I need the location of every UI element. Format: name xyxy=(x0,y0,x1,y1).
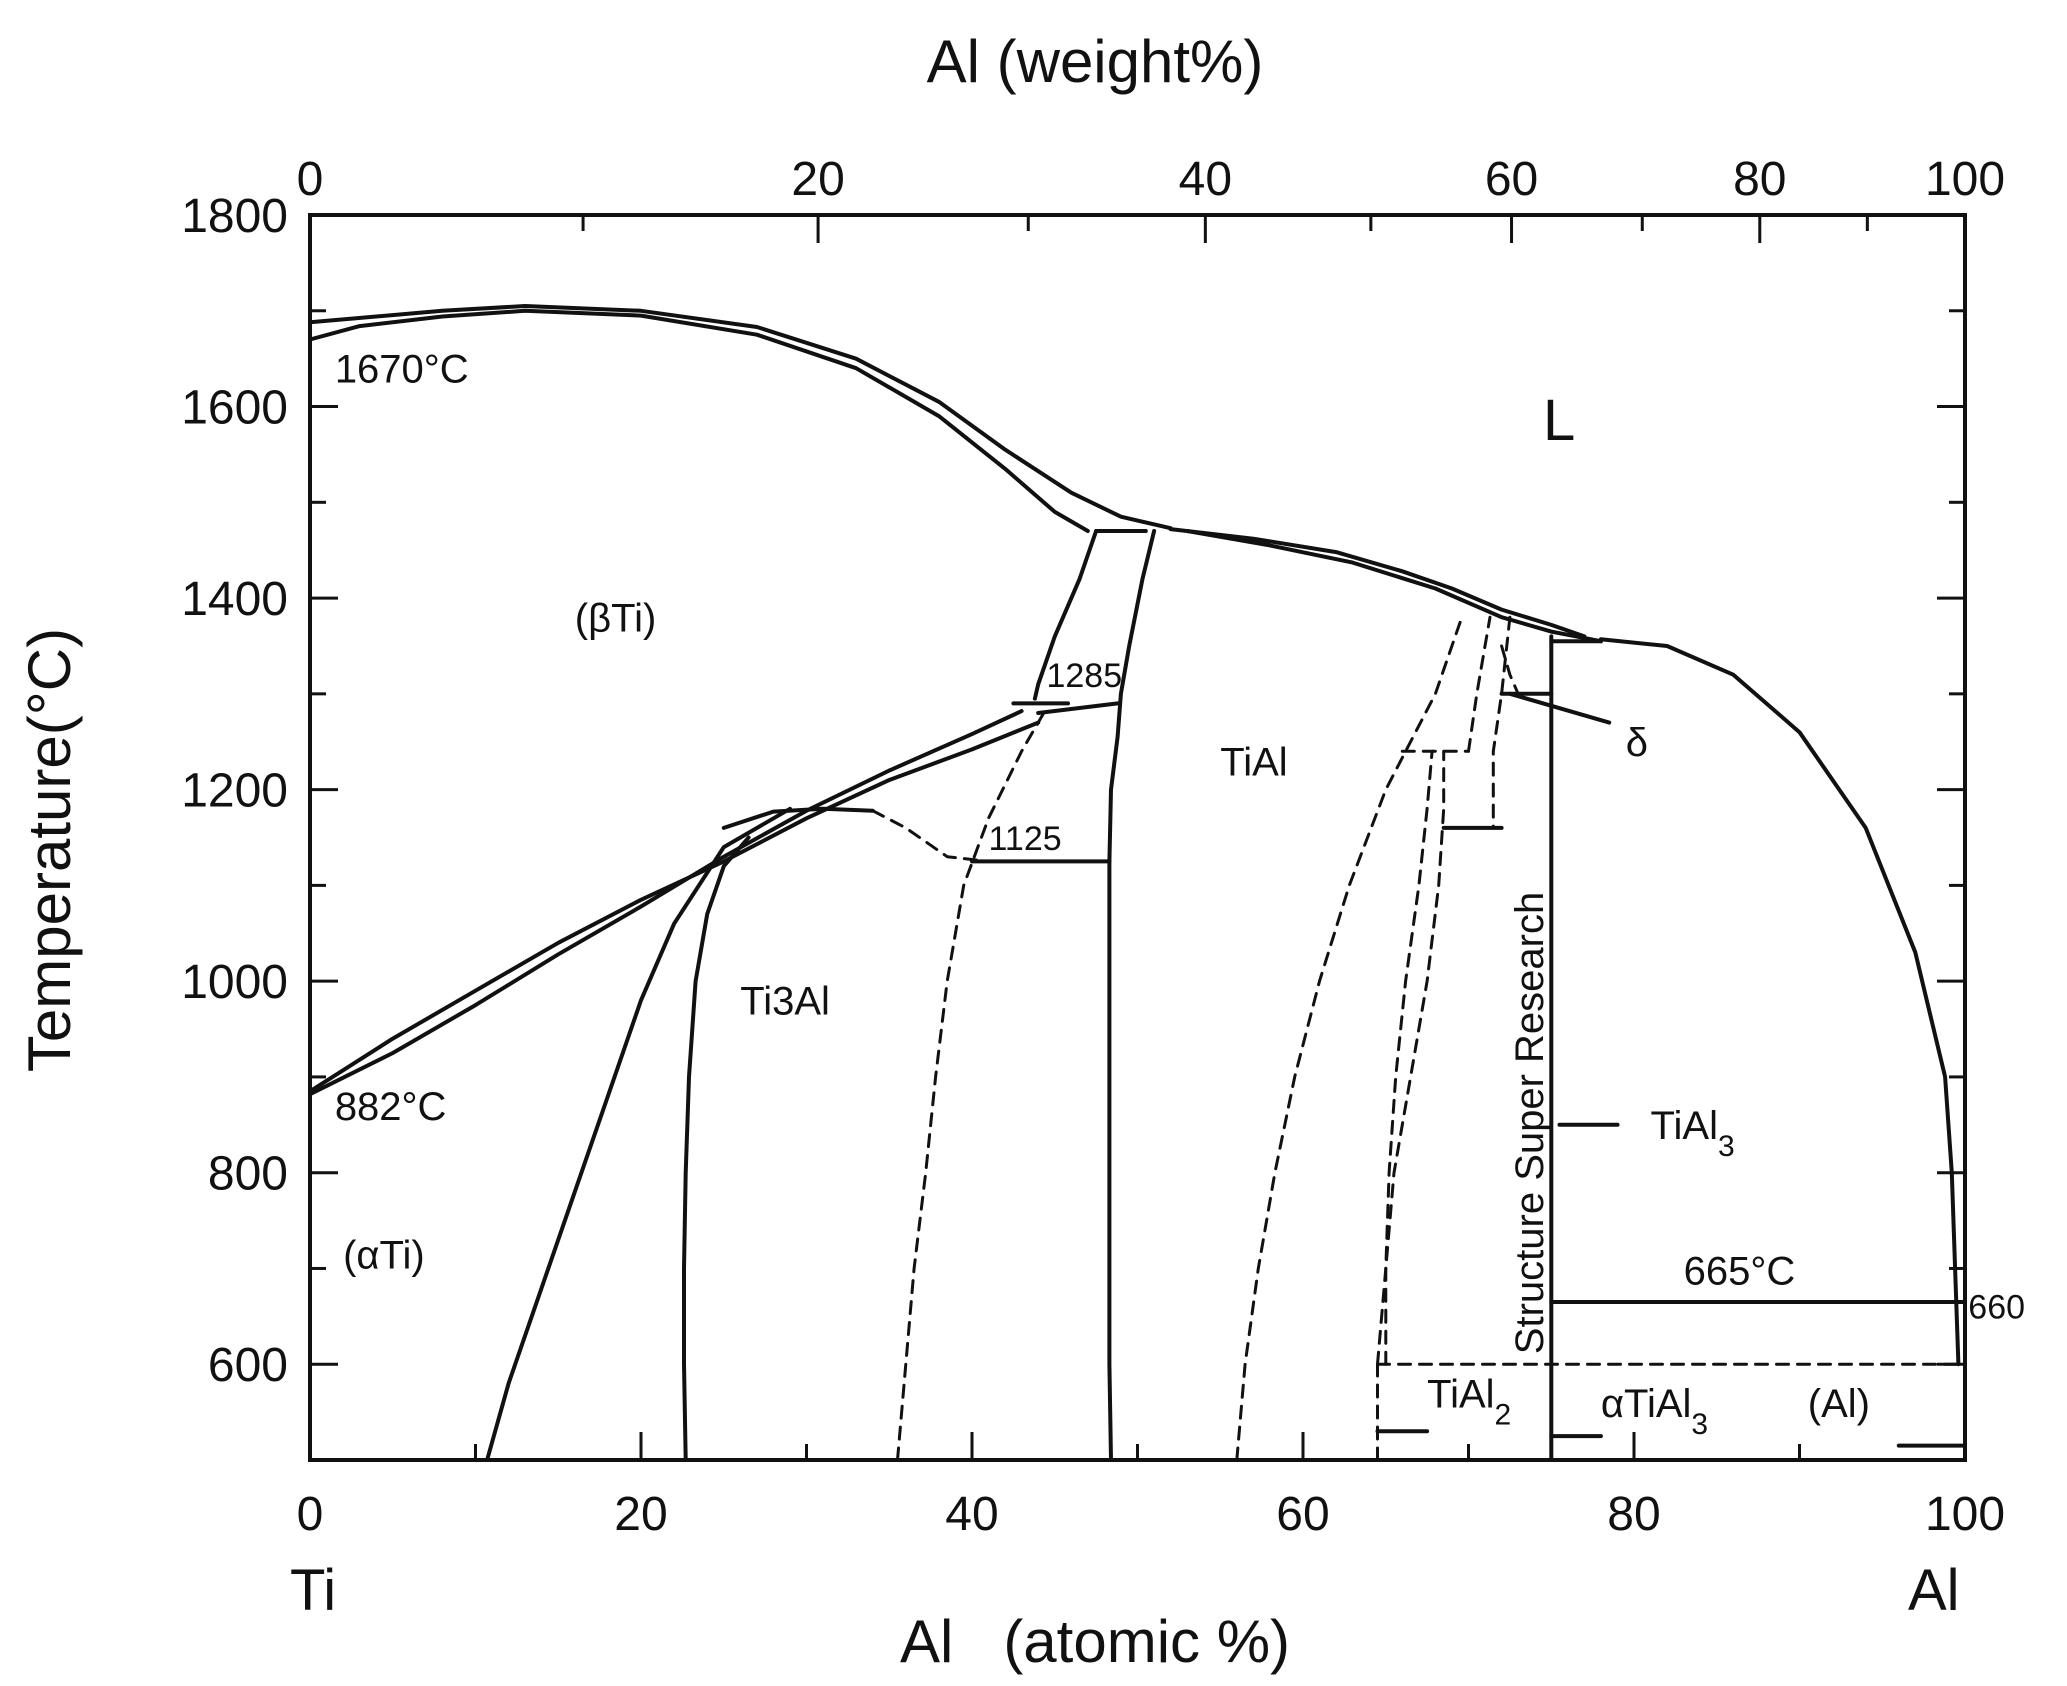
annotation-label: αTiAl3 xyxy=(1601,1382,1708,1441)
left-element-label: Ti xyxy=(290,1558,336,1623)
phase-annotations: 1670°C L (βTi) 1285 TiAl δ 1125 Ti3Al 882°C TiAl3… xyxy=(335,348,2025,1441)
x-tick-label: 20 xyxy=(614,1488,667,1541)
phase-boundary-4 xyxy=(1185,529,1603,644)
annotation-label: 882°C xyxy=(335,1085,447,1129)
y-tick-label: 1800 xyxy=(181,190,288,243)
annotation-label: TiAl3 xyxy=(1651,1104,1735,1163)
annotation-label: 665°C xyxy=(1684,1250,1796,1294)
phase-boundary-12 xyxy=(1036,701,1120,715)
phase-boundary-22 xyxy=(1376,749,1446,1366)
phase-boundary-1 xyxy=(308,308,1090,533)
phase-boundary-18 xyxy=(871,809,990,863)
phase-boundary-8 xyxy=(1107,529,1157,864)
phase-boundaries xyxy=(308,304,1967,1462)
annotation-label: L xyxy=(1543,388,1575,453)
annotation-label: Ti3Al xyxy=(740,980,830,1024)
phase-boundary-25 xyxy=(1491,615,1512,830)
y-tick-label: 1400 xyxy=(181,573,288,626)
phase-boundary-16 xyxy=(485,806,792,1462)
y-tick-label: 600 xyxy=(208,1339,288,1392)
phase-boundary-2 xyxy=(308,304,1173,531)
annotation-label: 1670°C xyxy=(335,348,469,392)
phase-boundary-17 xyxy=(682,835,751,1462)
annotation-label: δ xyxy=(1626,721,1648,765)
annotation-label: (βTi) xyxy=(575,597,656,641)
y-tick-label: 1200 xyxy=(181,765,288,818)
x2-tick-label: 100 xyxy=(1925,153,2005,206)
y-tick-label: 800 xyxy=(208,1148,288,1201)
x-tick-label: 60 xyxy=(1276,1488,1329,1541)
x2-tick-label: 20 xyxy=(791,153,844,206)
phase-boundary-38 xyxy=(1507,691,1612,725)
annotation-label: (Al) xyxy=(1808,1382,1870,1426)
x2-tick-label: 0 xyxy=(297,153,324,206)
x2-tick-label: 40 xyxy=(1179,153,1232,206)
phase-boundary-7 xyxy=(1032,529,1099,701)
phase-boundary-5 xyxy=(1168,527,1587,639)
phase-boundary-27 xyxy=(1500,644,1520,696)
top-axis-title: Al (weight%) xyxy=(927,28,1264,95)
phase-boundary-11 xyxy=(308,709,1024,1097)
phase-boundary-20 xyxy=(1235,620,1462,1462)
annotation-label: 660 xyxy=(1968,1288,2025,1326)
phase-boundary-9 xyxy=(1107,859,1113,1462)
annotation-label: TiAl2 xyxy=(1427,1372,1511,1431)
phase-boundary-14 xyxy=(721,806,875,830)
annotation-label: 1285 xyxy=(1046,657,1122,695)
x2-tick-label: 60 xyxy=(1485,153,1538,206)
x-tick-label: 100 xyxy=(1925,1488,2005,1541)
phase-boundary-24 xyxy=(1467,615,1492,753)
annotation-label: TiAl xyxy=(1220,740,1287,784)
phase-boundary-6 xyxy=(1598,637,1961,1367)
phase-boundary-19 xyxy=(896,706,1048,1462)
plot-frame xyxy=(308,213,1967,1462)
bottom-axis-title: Al (atomic %) xyxy=(900,1608,1290,1675)
annotation-label: 1125 xyxy=(989,820,1062,858)
y-tick-label: 1600 xyxy=(181,382,288,435)
x-tick-label: 0 xyxy=(297,1488,324,1541)
x-tick-label: 40 xyxy=(945,1488,998,1541)
phase-boundary-21 xyxy=(1384,749,1434,1366)
annotation-label: (αTi) xyxy=(343,1233,425,1277)
x-tick-label: 80 xyxy=(1607,1488,1660,1541)
x2-tick-label: 80 xyxy=(1733,153,1786,206)
y-tick-label: 1000 xyxy=(181,956,288,1009)
y-axis-title: Temperature(°C) xyxy=(16,628,83,1072)
annotation-label: Structure Super Research xyxy=(1508,892,1552,1354)
right-element-label: Al xyxy=(1908,1558,1960,1623)
